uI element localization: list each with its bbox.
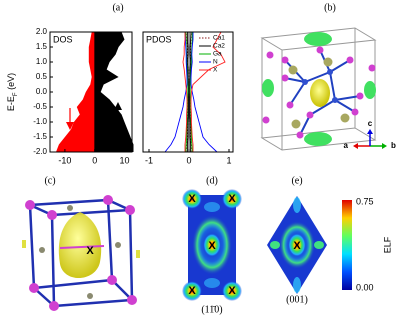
dos-area: [56, 32, 95, 152]
cluster-structure: X: [22, 195, 140, 311]
y-tick-label: 1.0: [36, 57, 48, 66]
pdos-line: [164, 31, 188, 153]
legend-label: Ca1: [213, 35, 225, 42]
x-tick-label: 0: [92, 155, 97, 165]
y-tick-label: 0.5: [36, 72, 48, 81]
pdos-line: [182, 32, 188, 152]
pdos-line: [190, 32, 218, 153]
elf-map-110: X X X X X (11̄0): [182, 189, 242, 315]
panel-label: (a): [112, 2, 123, 13]
y-tick-label: 2.0: [36, 27, 48, 36]
legend-label: N: [213, 59, 218, 66]
site-label: X: [188, 193, 196, 205]
elf-map-001: X (001): [267, 196, 327, 305]
site-label: X: [188, 285, 196, 297]
y-axis-label: E-EF (eV): [6, 73, 18, 111]
axis-label: c: [368, 119, 373, 128]
colorbar-tick-label: 0.75: [356, 196, 374, 206]
y-tick-label: -2.0: [33, 147, 47, 156]
y-tick-label: -1.0: [33, 117, 47, 126]
plot-frame: [142, 31, 234, 153]
plane-label: (11̄0): [201, 304, 222, 315]
site-label: X: [293, 240, 301, 252]
x-tick-label: 10: [120, 155, 130, 165]
plot-label: PDOS: [146, 34, 172, 44]
legend-label: Ca2: [213, 43, 225, 50]
legend-label: Ga: [213, 51, 222, 58]
y-tick-label: 0.0: [36, 87, 48, 96]
pdos-line: [190, 31, 226, 152]
colorbar: 0.75 0.00 ELF: [342, 196, 392, 292]
x-tick-label: -10: [58, 155, 71, 165]
axis-label: b: [391, 141, 396, 150]
panel-label: (d): [206, 175, 218, 186]
y-tick-label: -0.5: [33, 102, 47, 111]
dos-area: [94, 32, 134, 152]
site-label: X: [228, 285, 236, 297]
colorbar-label: ELF: [382, 236, 392, 253]
legend-label: X: [213, 67, 218, 74]
crystal-structure: [260, 27, 377, 151]
x-tick-label: -1: [145, 155, 153, 165]
y-axis-label-part: F: [13, 92, 19, 96]
y-tick-label: 1.5: [36, 42, 48, 51]
site-label: X: [228, 193, 236, 205]
x-tick-label: 0: [186, 155, 191, 165]
plot-label: DOS: [53, 34, 73, 44]
site-label: X: [86, 245, 94, 257]
panel-label: (e): [291, 175, 302, 186]
y-axis-label-part: E-E: [6, 96, 16, 111]
y-axis-label-part: (eV): [6, 73, 16, 93]
panel-label: (c): [44, 175, 55, 186]
site-label: X: [208, 240, 216, 252]
panel-label: (b): [324, 2, 336, 13]
axis-triad: a b c: [344, 119, 396, 150]
plane-label: (001): [286, 294, 308, 305]
y-tick-label: -1.5: [33, 132, 47, 141]
axis-label: a: [344, 141, 349, 150]
colorbar-tick-label: 0.00: [356, 282, 374, 292]
x-tick-label: 1: [226, 155, 231, 165]
